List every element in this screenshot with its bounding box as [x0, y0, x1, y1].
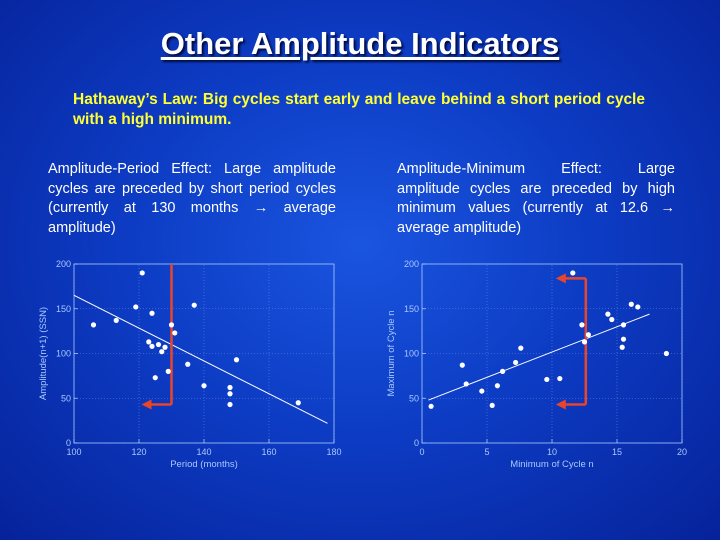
- data-point: [513, 359, 519, 366]
- data-point: [619, 344, 625, 350]
- x-tick-label: 100: [66, 447, 81, 457]
- x-tick-label: 20: [677, 447, 687, 457]
- data-point: [428, 403, 434, 409]
- data-point: [557, 375, 563, 382]
- data-point: [168, 322, 175, 328]
- x-tick-label: 0: [419, 447, 424, 457]
- data-point: [165, 368, 171, 374]
- x-tick-label: 15: [612, 447, 622, 457]
- amplitude-minimum-text: Amplitude-Minimum Effect: Large amplitud…: [397, 161, 675, 236]
- data-point: [113, 317, 119, 323]
- y-tick-label: 0: [66, 438, 71, 448]
- data-point: [201, 383, 207, 389]
- data-point: [620, 322, 627, 328]
- data-point: [233, 357, 240, 363]
- marker-arrowhead-top: [555, 273, 566, 284]
- data-point: [489, 402, 495, 409]
- data-point: [620, 336, 627, 342]
- data-point: [500, 368, 506, 374]
- y-tick-label: 50: [409, 393, 419, 403]
- regression-line: [428, 313, 650, 401]
- data-point: [295, 400, 301, 406]
- data-point: [635, 304, 641, 310]
- marker-arrowhead: [555, 399, 566, 410]
- data-point: [581, 339, 588, 345]
- slide-title: Other Amplitude Indicators: [160, 26, 560, 61]
- x-tick-label: 120: [131, 447, 146, 457]
- data-point: [227, 384, 233, 391]
- y-tick-label: 0: [414, 438, 419, 448]
- x-tick-label: 5: [484, 447, 489, 457]
- data-point: [185, 361, 191, 367]
- data-point: [227, 391, 233, 397]
- y-tick-label: 50: [61, 393, 71, 403]
- data-point: [146, 339, 152, 345]
- data-point: [579, 322, 585, 328]
- x-axis-label: Period (months): [170, 459, 238, 470]
- hathaway-law-text: Hathaway’s Law: Big cycles start early a…: [73, 91, 645, 128]
- data-point: [162, 344, 168, 350]
- data-point: [479, 388, 485, 394]
- regression-line: [73, 294, 328, 424]
- data-point: [152, 375, 158, 381]
- data-point: [609, 316, 615, 323]
- data-point: [139, 270, 145, 276]
- data-point: [518, 345, 524, 351]
- amplitude-period-text: Amplitude-Period Effect: Large amplitude…: [48, 161, 336, 236]
- y-tick-label: 200: [56, 259, 71, 269]
- y-tick-label: 100: [404, 349, 419, 359]
- data-point: [605, 311, 611, 317]
- data-point: [191, 302, 197, 308]
- y-axis-label: Amplitude(n+1) (SSN): [38, 307, 49, 400]
- y-tick-label: 100: [56, 349, 71, 359]
- data-point: [663, 350, 669, 357]
- y-tick-label: 150: [56, 304, 71, 314]
- data-point: [628, 301, 634, 307]
- data-point: [90, 322, 97, 328]
- data-point: [172, 330, 178, 336]
- data-point: [155, 341, 162, 348]
- x-axis-label: Minimum of Cycle n: [510, 459, 593, 470]
- data-point: [459, 362, 465, 368]
- data-point: [494, 383, 500, 389]
- data-point: [227, 401, 233, 408]
- data-point: [544, 376, 550, 383]
- x-tick-label: 140: [196, 447, 211, 457]
- data-point: [149, 343, 155, 349]
- marker-arrowhead: [141, 399, 152, 410]
- y-tick-label: 150: [404, 304, 419, 314]
- amplitude-period-chart: 100 120 140 160 180 0 50 100 150 200 Period (month…: [38, 259, 342, 470]
- y-tick-label: 200: [404, 259, 419, 269]
- y-axis-label: Maximum of Cycle n: [386, 310, 397, 396]
- data-point: [463, 381, 469, 387]
- x-tick-label: 180: [326, 447, 341, 457]
- x-tick-label: 160: [261, 447, 276, 457]
- data-point: [133, 304, 139, 310]
- data-point: [149, 310, 155, 316]
- data-point: [159, 349, 165, 355]
- x-tick-label: 10: [547, 447, 557, 457]
- data-point: [570, 270, 576, 276]
- data-point: [585, 332, 591, 338]
